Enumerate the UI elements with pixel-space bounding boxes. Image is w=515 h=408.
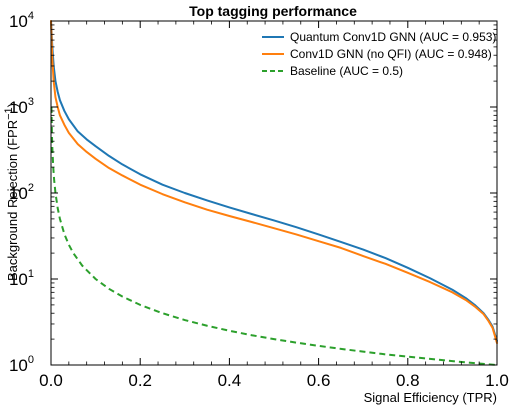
legend: Quantum Conv1D GNN (AUC = 0.953) Conv1D G…: [262, 30, 496, 78]
legend-label-1: Quantum Conv1D GNN (AUC = 0.953): [290, 30, 496, 44]
y-tick-label: 104: [9, 10, 34, 31]
chart-title: Top tagging performance: [189, 3, 357, 19]
series-line-1: [50, 20, 498, 343]
legend-label-2: Conv1D GNN (no QFI) (AUC = 0.948): [290, 47, 492, 61]
y-tick-label: 101: [9, 268, 34, 289]
x-tick-label: 0.6: [307, 371, 331, 390]
series-line-2: [50, 20, 498, 345]
y-tick-label: 102: [9, 182, 34, 203]
x-axis-label: Signal Efficiency (TPR): [364, 390, 497, 405]
x-tick-label: 0.0: [39, 371, 63, 390]
y-axis-label: Background Rejection (FPR−1): [3, 103, 20, 281]
x-tick-label: 1.0: [485, 371, 509, 390]
series-line-3: [50, 106, 498, 366]
ticks-layer: 0.0 0.2 0.4 0.6 0.8 1.0 100 101 102 103 104: [9, 10, 509, 390]
y-tick-label: 100: [9, 354, 34, 375]
x-tick-label: 0.8: [396, 371, 420, 390]
plot-frame: [50, 20, 498, 366]
legend-label-3: Baseline (AUC = 0.5): [290, 64, 403, 78]
x-tick-label: 0.4: [218, 371, 242, 390]
y-tick-label: 103: [9, 96, 34, 117]
x-tick-label: 0.2: [128, 371, 152, 390]
series-layer: [50, 20, 498, 366]
